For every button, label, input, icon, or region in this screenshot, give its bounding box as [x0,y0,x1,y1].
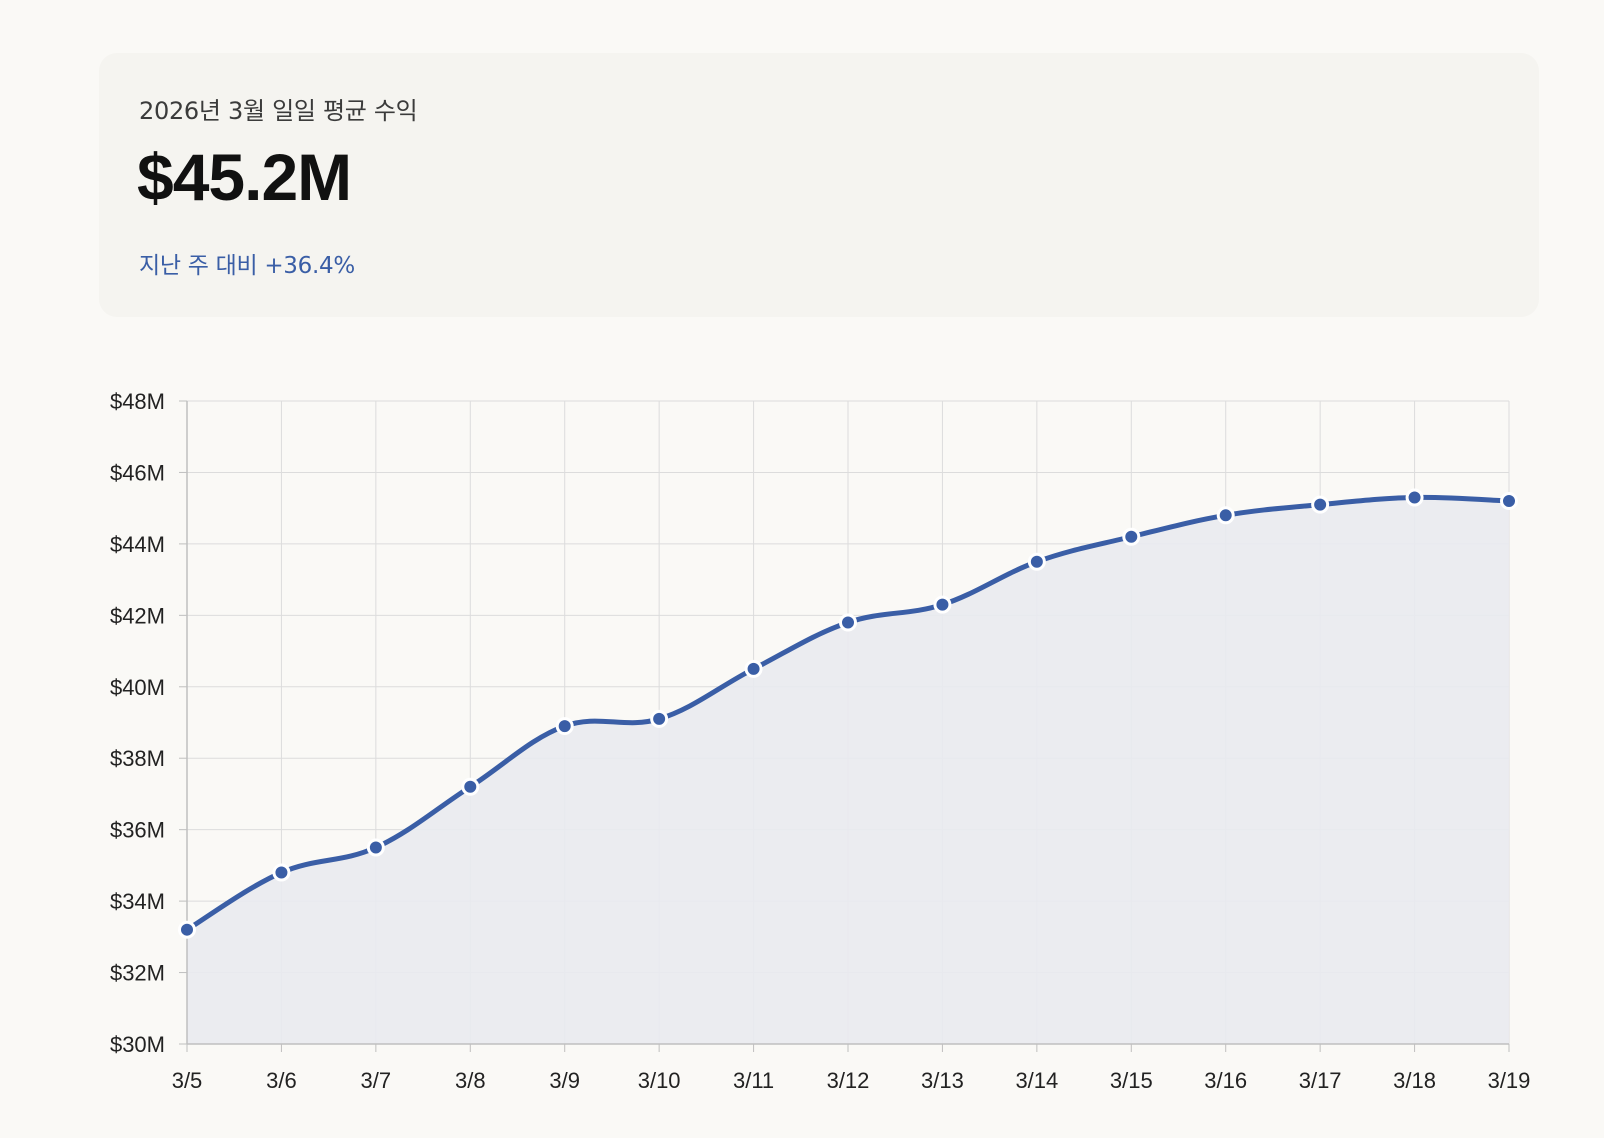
data-point[interactable] [933,595,952,614]
x-tick-label: 3/13 [921,1068,964,1093]
y-tick-label: $40M [110,675,165,700]
x-tick-label: 3/7 [361,1068,392,1093]
y-tick-label: $32M [110,961,165,986]
week-over-week-change: 지난 주 대비 +36.4% [139,253,355,279]
y-tick-label: $34M [110,889,165,914]
y-tick-label: $30M [110,1032,165,1057]
x-tick-label: 3/14 [1015,1068,1058,1093]
data-point[interactable] [555,717,574,736]
data-point[interactable] [366,838,385,857]
y-tick-label: $48M [110,389,165,414]
x-tick-label: 3/5 [172,1068,203,1093]
data-points [178,488,1518,939]
x-tick-label: 3/9 [549,1068,580,1093]
x-tick-label: 3/18 [1393,1068,1436,1093]
x-tick-label: 3/19 [1488,1068,1531,1093]
x-tick-label: 3/8 [455,1068,486,1093]
series-line-path [184,494,1512,933]
y-tick-label: $38M [110,746,165,771]
y-tick-label: $36M [110,818,165,843]
x-tick-label: 3/15 [1110,1068,1153,1093]
x-tick-label: 3/6 [266,1068,297,1093]
data-point[interactable] [1027,552,1046,571]
area-fill [187,497,1509,1044]
data-point[interactable] [1311,495,1330,514]
x-tick-label: 3/16 [1204,1068,1247,1093]
series-line [184,494,1512,933]
average-revenue-value: $45.2M [137,140,352,214]
data-point[interactable] [1405,488,1424,507]
y-tick-label: $44M [110,532,165,557]
y-tick-label: $46M [110,460,165,485]
y-tick-label: $42M [110,603,165,628]
data-point[interactable] [650,709,669,728]
summary-card: 2026년 3월 일일 평균 수익 $45.2M 지난 주 대비 +36.4% [99,53,1539,317]
x-tick-label: 3/17 [1299,1068,1342,1093]
series-area [187,497,1509,1044]
x-axis-ticks: 3/5 3/6 3/7 3/8 3/9 3/10 3/11 3/12 3/13 3/14 3/15 3… [172,1068,1531,1093]
data-point[interactable] [272,863,291,882]
y-axis-ticks: $30M $32M $34M $36M $38M $40M $42M $44M $46M $48M [110,389,165,1057]
data-point[interactable] [744,659,763,678]
card-subtitle: 2026년 3월 일일 평균 수익 [139,97,418,125]
data-point[interactable] [461,777,480,796]
data-point[interactable] [178,920,196,939]
data-point[interactable] [1122,527,1141,546]
data-point[interactable] [1500,492,1518,511]
data-point[interactable] [839,613,857,632]
data-point[interactable] [1216,506,1235,525]
x-tick-label: 3/11 [733,1068,774,1093]
x-tick-label: 3/12 [827,1068,870,1093]
x-tick-label: 3/10 [638,1068,681,1093]
